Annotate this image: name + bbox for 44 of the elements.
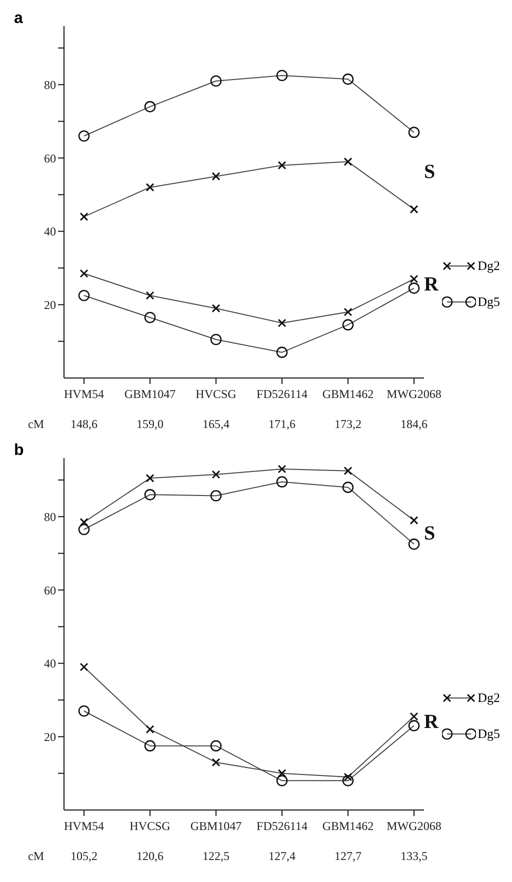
text: cM [28, 849, 44, 863]
x-tick-label: HVM54 [64, 819, 104, 833]
y-tick-label: 20 [44, 730, 56, 744]
annotation: S [424, 522, 436, 544]
y-tick-label: 60 [44, 151, 56, 166]
y-tick-label: 20 [44, 298, 56, 312]
chart-title: b [14, 442, 24, 460]
text: 184,6 [400, 417, 428, 431]
y-tick-label: 40 [44, 224, 56, 239]
annotation: R [424, 711, 439, 734]
legend-label: Dg2 [478, 690, 500, 706]
annotation: R [424, 274, 439, 296]
x-tick-label: HVCSG [196, 387, 237, 401]
x-tick-label: GBM1047 [124, 387, 176, 401]
y-tick-label: 80 [44, 78, 56, 92]
text: 171,6 [268, 417, 296, 431]
text: 127,4 [268, 849, 296, 863]
x-tick-label: FD526114 [256, 387, 308, 401]
text: 133,5 [400, 849, 428, 863]
x-tick-label: FD526114 [256, 819, 308, 833]
annotation: S [424, 160, 436, 183]
text: cM [28, 417, 44, 431]
text: 122,5 [202, 849, 230, 863]
legend-label: Dg5 [478, 726, 500, 742]
legend-label: Dg5 [478, 294, 500, 310]
y-tick-label: 40 [44, 656, 56, 671]
text: 173,2 [334, 417, 362, 431]
x-tick-label: HVCSG [130, 819, 171, 833]
x-tick-label: GBM1462 [322, 387, 374, 401]
x-tick-label: MWG2068 [386, 819, 442, 833]
text: 120,6 [136, 849, 164, 863]
x-tick-label: HVM54 [64, 387, 104, 401]
legend-label: Dg2 [478, 258, 500, 274]
x-tick-label: MWG2068 [386, 387, 442, 401]
y-tick-label: 60 [44, 583, 56, 598]
text: 159,0 [136, 417, 164, 431]
x-tick-label: GBM1047 [190, 819, 242, 833]
text: 165,4 [202, 417, 230, 431]
y-tick-label: 80 [44, 510, 56, 524]
text: 148,6 [70, 417, 98, 431]
text: 105,2 [70, 849, 98, 863]
x-tick-label: GBM1462 [322, 819, 374, 833]
chart-title: a [14, 10, 23, 28]
text: 127,7 [334, 849, 362, 863]
